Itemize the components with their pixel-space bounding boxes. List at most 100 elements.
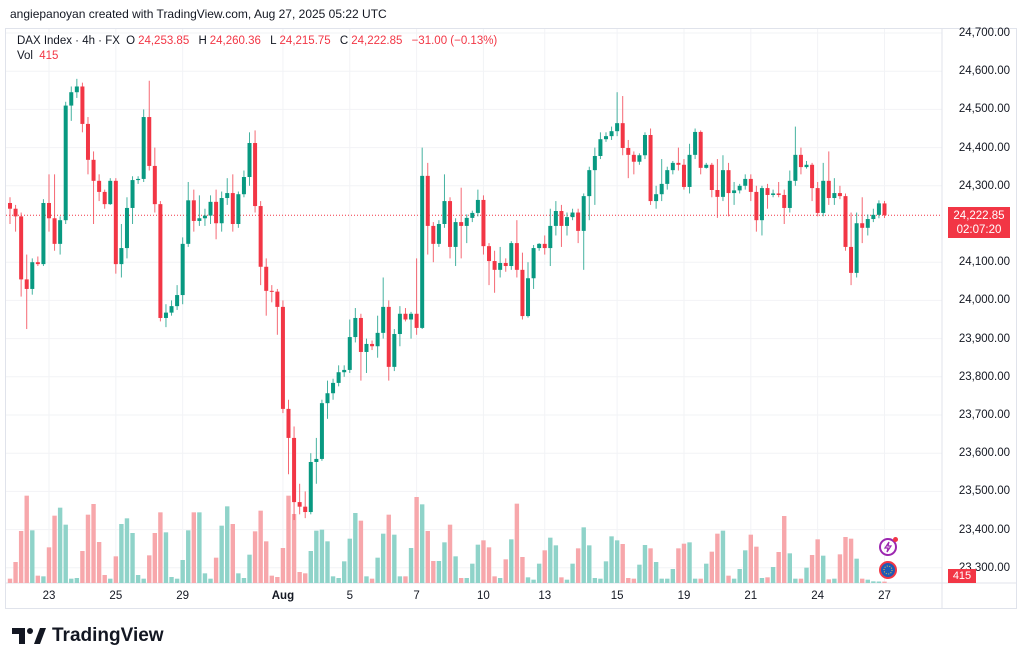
volume-bar [698, 578, 703, 583]
candle-up [598, 139, 603, 157]
candle-down [810, 164, 815, 189]
volume-bar [464, 578, 469, 583]
volume-bar [809, 555, 815, 583]
volume-bar [419, 504, 425, 583]
candle-up [175, 295, 180, 307]
volume-bar [726, 575, 731, 583]
candle-down [837, 193, 842, 197]
candle-down [882, 203, 887, 216]
candle-up [241, 177, 246, 195]
candle-down [97, 180, 102, 192]
volume-bar [119, 524, 124, 583]
volume-bar [854, 558, 859, 583]
volume-bar [241, 578, 247, 583]
volume-bar [564, 579, 570, 583]
volume-bar [614, 540, 620, 583]
volume-bar [871, 581, 876, 583]
candle-up [603, 136, 608, 140]
symbol-title[interactable]: DAX Index · 4h · FX [17, 35, 120, 47]
tradingview-logo[interactable]: TradingView [12, 625, 164, 647]
volume-bar [80, 551, 85, 583]
volume-bar [692, 578, 698, 583]
date-tick-label: 15 [610, 590, 624, 602]
volume-bar [108, 578, 113, 583]
date-tick-label: 10 [477, 590, 490, 602]
volume-bar [35, 575, 41, 583]
candle-down [264, 266, 269, 291]
volume-bar [765, 577, 770, 583]
candle-up [498, 262, 503, 270]
candle-down [514, 243, 519, 270]
candle-up [854, 223, 859, 273]
volume-bar [225, 506, 230, 583]
high-label: H [198, 35, 207, 47]
candle-down [765, 188, 770, 195]
low-value: 24,215.75 [279, 35, 331, 47]
candle-down [782, 194, 787, 208]
volume-bar [163, 532, 169, 583]
candle-up [865, 219, 870, 228]
volume-label[interactable]: Vol [17, 50, 33, 62]
volume-bar [659, 578, 664, 583]
volume-bar [286, 495, 291, 583]
volume-bar [559, 577, 564, 583]
candle-up [409, 313, 414, 320]
volume-bar [626, 578, 631, 583]
candle-down [24, 279, 29, 289]
tradingview-logo-icon [12, 628, 46, 644]
volume-bar [787, 553, 792, 583]
symbol-legend: DAX Index · 4h · FX O 24,253.85 H 24,260.3… [17, 34, 500, 64]
volume-bar [826, 579, 831, 583]
price-tick-label: 23,500.00 [958, 485, 1010, 498]
price-tick-label: 24,000.00 [958, 294, 1010, 307]
volume-bar [737, 569, 742, 583]
price-tick-label: 24,400.00 [958, 141, 1010, 154]
current-price: 24,222.85 [953, 210, 1005, 222]
candle-up [771, 193, 776, 195]
volume-bar [458, 578, 464, 583]
volume-bar [509, 539, 514, 583]
volume-bar [236, 573, 241, 583]
volume-bar [130, 533, 135, 583]
candle-up [475, 199, 480, 213]
volume-bar [124, 518, 130, 583]
volume-bar [353, 513, 358, 583]
volume-bar [475, 544, 481, 583]
volume-bar [865, 579, 870, 583]
candle-up [720, 170, 725, 197]
volume-bar [653, 562, 659, 583]
volume-bar [731, 578, 737, 583]
candle-down [19, 216, 24, 280]
candle-down [459, 222, 464, 226]
chart-frame [5, 28, 1017, 609]
volume-bar [620, 544, 625, 583]
open-value: 24,253.85 [138, 35, 190, 47]
volume-bar [403, 576, 408, 583]
volume-bar [492, 576, 497, 583]
candle-up [876, 203, 881, 215]
candle-down [431, 225, 436, 244]
date-tick-label: 21 [744, 590, 758, 602]
volume-bar [91, 504, 96, 583]
candle-up [325, 393, 330, 404]
volume-bar [776, 552, 781, 583]
candle-up [553, 211, 558, 226]
candle-down [275, 291, 280, 307]
volume-bar [481, 540, 486, 583]
volume-bar [30, 530, 35, 583]
candle-up [732, 190, 737, 194]
volume-bar [46, 547, 52, 583]
volume-bar [804, 567, 809, 583]
lightning-event-icon[interactable] [879, 537, 898, 556]
candle-down [698, 131, 703, 168]
date-tick-label: 19 [677, 590, 691, 602]
eu-flag-event-icon[interactable] [879, 561, 897, 579]
candle-up [41, 202, 46, 265]
candle-down [52, 218, 57, 244]
volume-bar [587, 545, 592, 583]
volume-bar [330, 576, 336, 583]
candle-up [364, 343, 369, 352]
volume-bar [308, 551, 313, 583]
candle-up [464, 217, 469, 226]
